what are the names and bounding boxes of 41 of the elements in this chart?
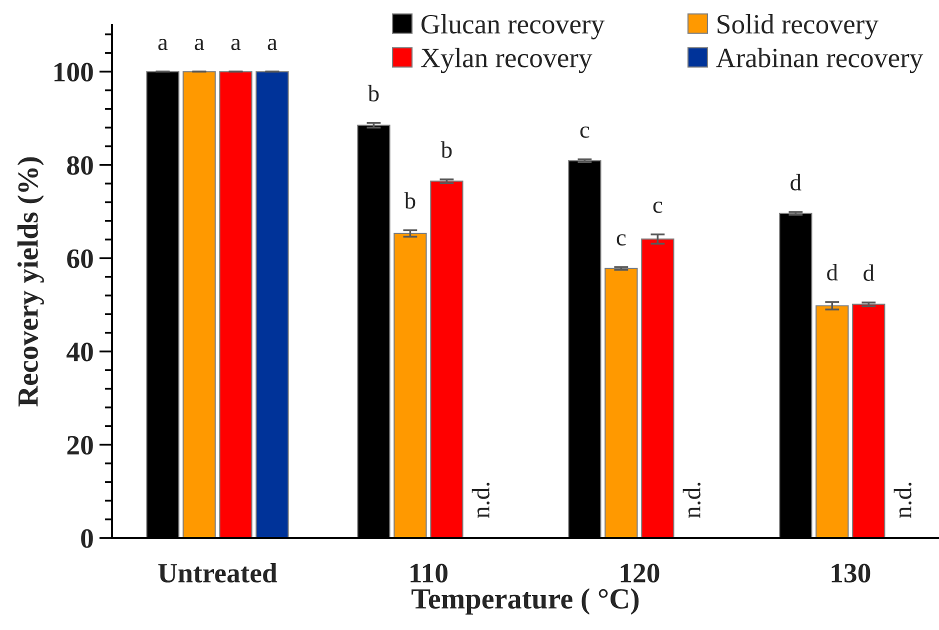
data-label: d [790,174,802,191]
text: n.d. [682,482,701,518]
legend-label: Arabinan recovery [716,48,924,74]
y-axis-title: Recovery yields (%) [17,157,44,407]
bar [219,71,252,538]
bar [394,232,427,538]
data-label: c [580,126,590,138]
text: n.d. [894,482,912,518]
data-label: a [158,38,168,50]
y-tick-label: 0 [81,529,93,548]
x-tick-label: 120 [620,564,660,583]
data-label: b [404,192,416,209]
x-tick-label: 130 [832,564,870,583]
data-label: a [231,38,241,50]
bar [816,305,849,538]
bar [256,71,289,538]
data-label: d [827,264,838,281]
bar [852,304,886,538]
bar [182,71,216,538]
legend-label: Solid recovery [718,14,878,40]
y-tick-label: 20 [67,436,93,455]
data-label: a [268,38,278,50]
text: n.d. [472,482,490,518]
legend-label: Xylan recovery [420,48,592,74]
data-label: c [616,234,626,246]
data-label: c [653,202,662,213]
bar [604,268,638,538]
x-axis-title: Temperature ( °C) [412,588,639,615]
x-tick-label: Untreated [158,563,278,583]
bar [430,180,464,538]
y-tick-label: 60 [67,249,93,268]
y-tick-label: 80 [67,156,93,175]
bar [641,238,674,538]
x-tick-label: 110 [410,564,448,583]
data-label: b [440,141,452,158]
legend-label: Glucan recovery [421,14,605,40]
y-tick-label: 100 [54,62,93,82]
data-label: d [864,264,874,282]
y-tick-label: 40 [66,342,93,362]
data-label: b [368,84,379,102]
data-label: a [194,38,204,50]
